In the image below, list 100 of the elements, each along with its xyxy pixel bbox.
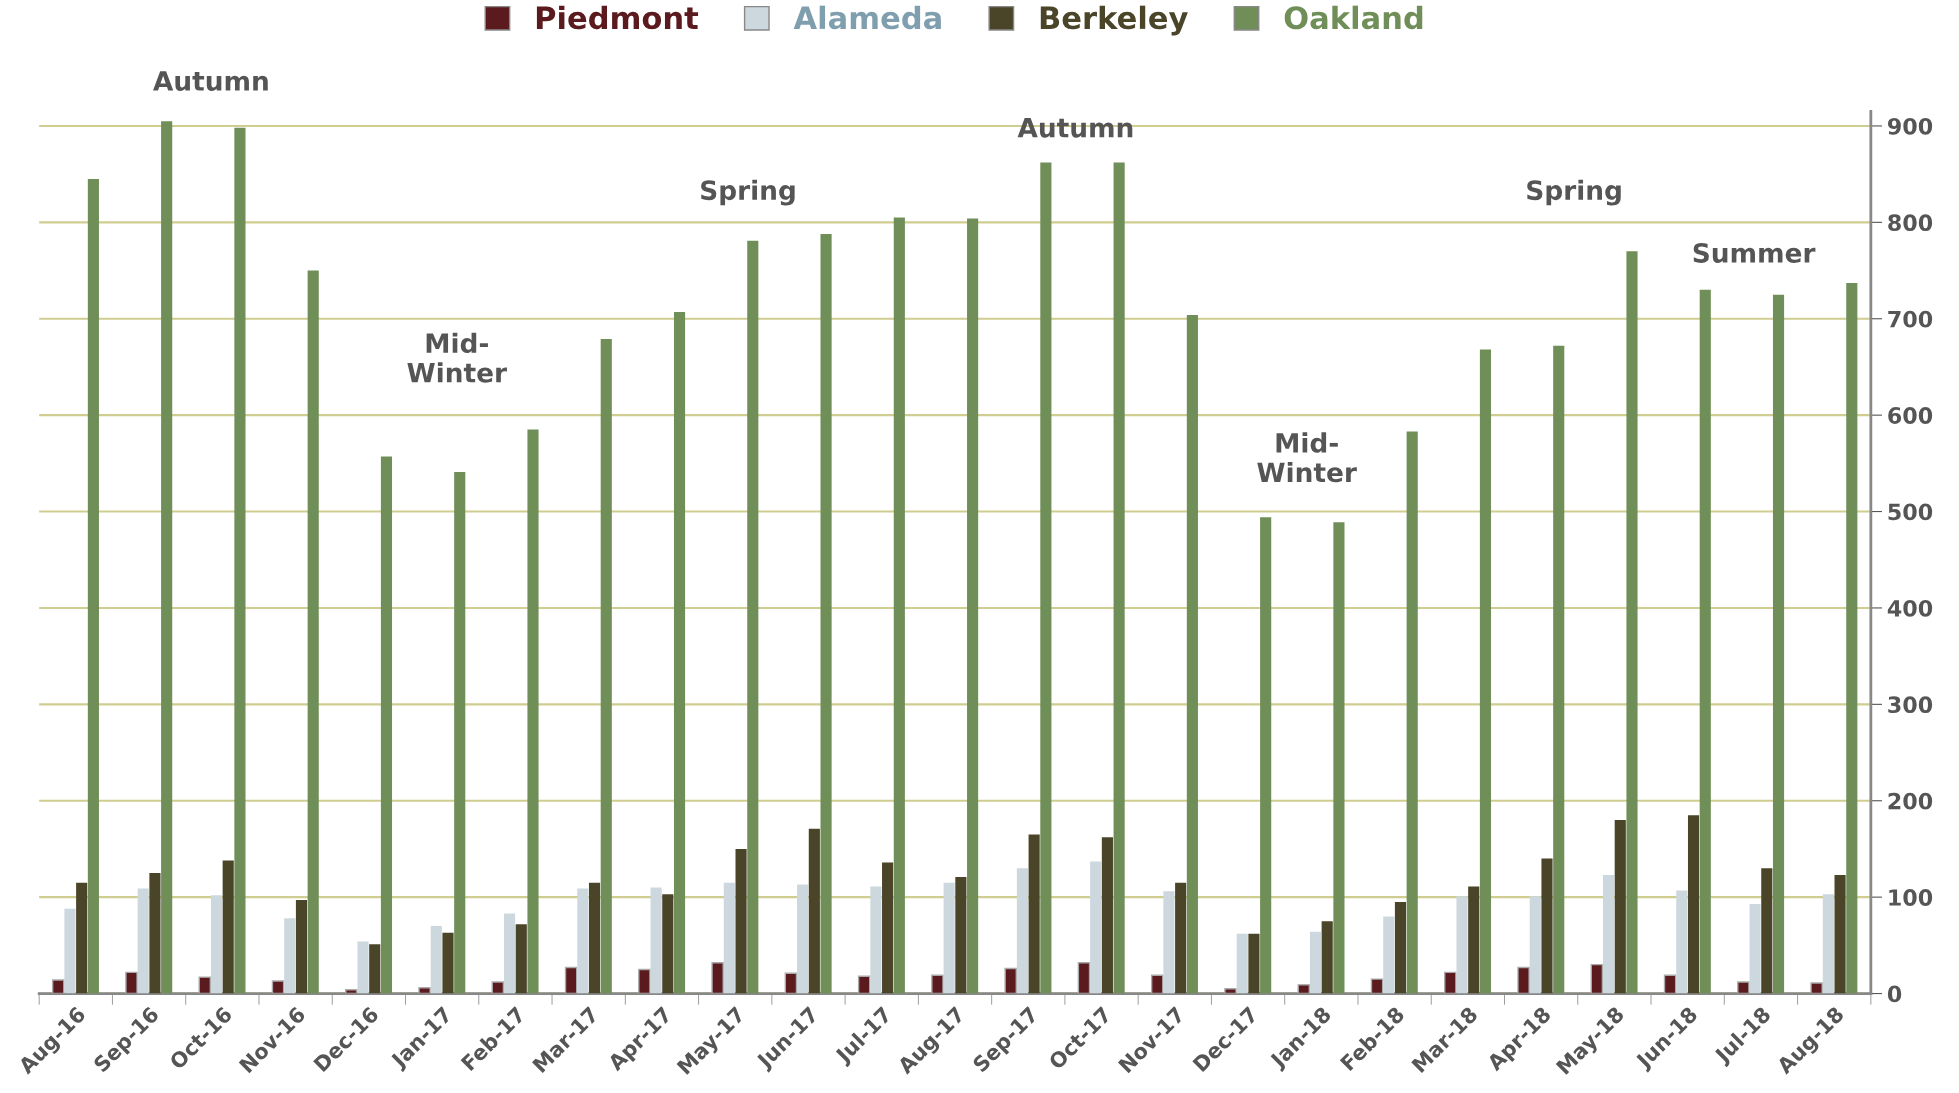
bar bbox=[673, 312, 686, 994]
bar bbox=[1101, 837, 1113, 994]
bar bbox=[234, 127, 246, 994]
bar bbox=[64, 908, 76, 994]
bar bbox=[1699, 289, 1711, 994]
bar bbox=[820, 233, 832, 994]
bar bbox=[1687, 815, 1700, 994]
bar bbox=[1321, 921, 1333, 994]
bar bbox=[1297, 984, 1311, 994]
bar bbox=[1113, 162, 1125, 994]
bar bbox=[577, 888, 589, 994]
bar bbox=[1077, 961, 1091, 994]
bar bbox=[808, 828, 820, 994]
bar bbox=[149, 873, 161, 994]
bar bbox=[1004, 967, 1017, 994]
bar bbox=[1468, 886, 1480, 994]
y-tick-label: 400 bbox=[1887, 599, 1933, 617]
bar bbox=[943, 882, 955, 994]
y-tick-label: 300 bbox=[1888, 696, 1933, 714]
bar bbox=[747, 240, 759, 994]
bar bbox=[1444, 971, 1457, 994]
bar bbox=[295, 900, 308, 994]
bar bbox=[1456, 896, 1468, 994]
legend-label: Oakland bbox=[1284, 5, 1423, 30]
bar bbox=[857, 975, 871, 994]
bar bbox=[931, 974, 944, 994]
bar bbox=[1590, 963, 1604, 994]
bar bbox=[1150, 974, 1164, 994]
bar bbox=[1772, 294, 1785, 994]
bar bbox=[893, 217, 905, 994]
bar bbox=[588, 882, 601, 994]
bar bbox=[198, 976, 212, 994]
bar bbox=[418, 987, 431, 994]
bar bbox=[87, 178, 99, 994]
bar bbox=[76, 882, 88, 994]
bar bbox=[1737, 981, 1750, 994]
bar bbox=[357, 941, 369, 994]
bar bbox=[797, 884, 809, 994]
bar bbox=[1224, 988, 1237, 994]
bar bbox=[1626, 251, 1638, 994]
bar bbox=[600, 338, 612, 994]
y-tick-label: 500 bbox=[1888, 503, 1933, 521]
annotation: Mid- Winter bbox=[407, 332, 507, 383]
text: Autumn bbox=[153, 71, 268, 91]
bar bbox=[1810, 982, 1823, 994]
bar bbox=[454, 472, 466, 994]
bar bbox=[161, 121, 173, 994]
bar bbox=[784, 972, 798, 994]
bar bbox=[51, 979, 65, 994]
bar bbox=[1163, 891, 1175, 994]
bar bbox=[967, 218, 979, 994]
bar bbox=[1541, 858, 1553, 994]
bar bbox=[125, 971, 138, 994]
bar bbox=[1370, 978, 1384, 994]
bar bbox=[1175, 882, 1187, 994]
bar bbox=[1028, 834, 1040, 994]
bar bbox=[307, 270, 319, 994]
bar bbox=[527, 429, 539, 994]
legend-label: Berkeley bbox=[1040, 5, 1188, 36]
bar bbox=[137, 888, 149, 994]
bar bbox=[491, 981, 505, 994]
bar bbox=[1383, 916, 1395, 994]
bar bbox=[222, 860, 234, 994]
bar bbox=[1260, 517, 1272, 994]
bar bbox=[430, 926, 442, 994]
bar bbox=[638, 968, 651, 994]
bar bbox=[955, 876, 967, 994]
bar bbox=[1309, 931, 1322, 994]
y-tick-label: 900 bbox=[1887, 117, 1933, 135]
bar bbox=[1529, 896, 1541, 994]
bar bbox=[1846, 283, 1858, 994]
bar bbox=[271, 980, 285, 994]
bar bbox=[1479, 349, 1492, 994]
bar bbox=[882, 862, 894, 994]
bar bbox=[650, 887, 662, 994]
bar bbox=[1186, 314, 1198, 994]
bar bbox=[711, 961, 724, 994]
y-tick-label: 800 bbox=[1888, 214, 1933, 232]
bar bbox=[1663, 974, 1677, 994]
y-tick-label: 100 bbox=[1889, 889, 1933, 906]
y-tick-label: 200 bbox=[1888, 792, 1933, 810]
bar bbox=[284, 918, 296, 994]
bar bbox=[1248, 933, 1260, 994]
bar bbox=[1333, 522, 1345, 994]
bar bbox=[564, 966, 578, 994]
annotation: Summer bbox=[1693, 242, 1816, 263]
bar bbox=[1016, 868, 1028, 994]
annotation: Mid- Winter bbox=[1257, 432, 1357, 483]
bar bbox=[1614, 820, 1626, 994]
bar bbox=[515, 924, 527, 994]
bar bbox=[1761, 868, 1773, 994]
bar bbox=[1236, 933, 1248, 994]
y-tick-label: 700 bbox=[1888, 310, 1933, 328]
bar bbox=[1040, 162, 1052, 994]
bar bbox=[1602, 874, 1615, 994]
bar bbox=[1822, 894, 1834, 994]
bar bbox=[1553, 345, 1565, 994]
bar bbox=[1676, 890, 1688, 994]
bar bbox=[723, 882, 735, 994]
y-tick-label: 600 bbox=[1888, 407, 1933, 424]
